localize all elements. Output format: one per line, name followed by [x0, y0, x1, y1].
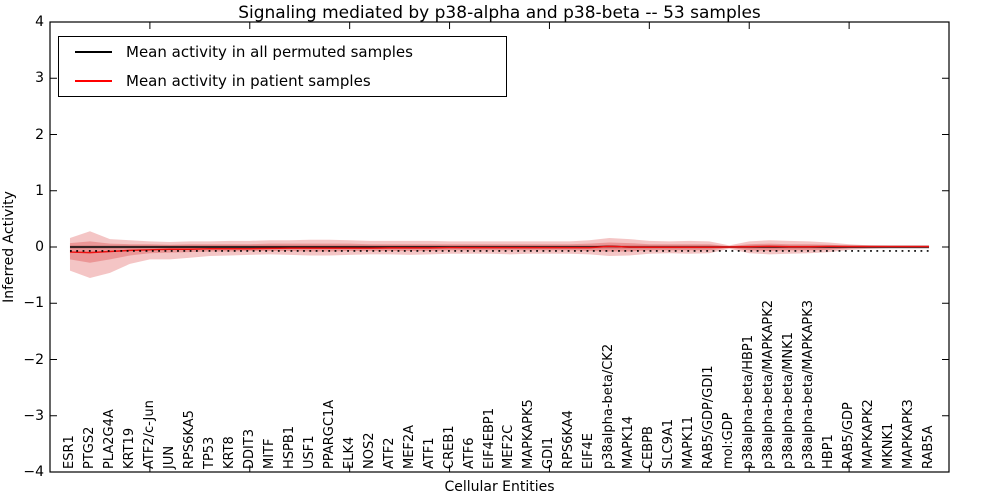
x-category-label: MAPKAPK3	[901, 399, 917, 469]
x-category-label: MITF	[261, 438, 277, 469]
x-category-label: MAPK14	[621, 415, 637, 469]
patient-outer-band	[69, 231, 930, 278]
x-category-label: JUN	[161, 445, 177, 469]
y-tick-label: 1	[35, 182, 44, 199]
legend-box: Mean activity in all permuted samples Me…	[58, 36, 507, 97]
x-category-label: p38alpha-beta/CK2	[601, 343, 617, 469]
legend-entry-permuted: Mean activity in all permuted samples	[59, 39, 506, 65]
y-tick-label: −2	[23, 351, 44, 368]
x-category-label: SLC9A1	[661, 418, 677, 469]
y-tick-label: −3	[23, 407, 44, 424]
x-category-label: GDI1	[541, 436, 557, 469]
legend-line-sample-red	[75, 79, 112, 82]
legend-line-sample-black	[75, 51, 112, 54]
y-tick-label: 3	[35, 70, 44, 87]
x-category-label: MEF2A	[401, 424, 417, 469]
x-category-label: MAPK11	[681, 415, 697, 469]
x-category-label: PTGS2	[81, 426, 97, 469]
y-tick-label: 4	[35, 14, 44, 30]
x-category-label: MKNK1	[881, 422, 897, 469]
x-category-label: RPS6KA4	[561, 410, 577, 469]
x-category-label: ATF1	[421, 437, 437, 469]
x-category-label: p38alpha-beta/MNK1	[781, 332, 797, 469]
x-category-label: ATF2	[381, 437, 397, 469]
x-category-label: RAB5/GDP/GDI1	[701, 365, 717, 469]
x-category-label: RAB5/GDP	[841, 402, 857, 469]
x-category-label: KRT8	[221, 436, 237, 469]
x-category-label: ATF6	[461, 437, 477, 469]
x-category-label: ELK4	[341, 436, 357, 469]
x-category-label: HSPB1	[281, 425, 297, 469]
x-category-label: TP53	[201, 436, 217, 469]
x-category-label: CREB1	[441, 425, 457, 469]
x-category-label: ATF2/c-Jun	[141, 400, 157, 469]
chart-title: Signaling mediated by p38-alpha and p38-…	[238, 3, 761, 23]
x-category-label: NOS2	[361, 432, 377, 469]
y-tick-label: −1	[23, 295, 44, 312]
x-category-label: mol:GDP	[721, 412, 737, 469]
x-category-label: MAPKAPK5	[521, 399, 537, 469]
x-category-label: PLA2G4A	[101, 409, 117, 469]
x-category-label: RPS6KA5	[181, 410, 197, 469]
x-category-label: DDIT3	[241, 428, 257, 469]
y-tick-label: −4	[23, 464, 44, 480]
legend-label: Mean activity in patient samples	[126, 71, 371, 90]
y-tick-label: 2	[35, 126, 44, 143]
x-category-label: EIF4EBP1	[481, 407, 497, 469]
x-category-label: p38alpha-beta/MAPKAPK3	[801, 300, 817, 469]
x-category-label: USF1	[301, 435, 317, 469]
x-category-label: KRT19	[121, 427, 137, 469]
x-category-label: MEF2C	[501, 424, 517, 469]
x-category-label: p38alpha-beta/MAPKAPK2	[761, 300, 777, 469]
y-tick-label: 0	[35, 239, 44, 255]
x-category-label: PPARGC1A	[321, 399, 337, 469]
legend-entry-patient: Mean activity in patient samples	[59, 68, 506, 94]
x-category-label: HBP1	[821, 434, 837, 469]
x-category-label: p38alpha-beta/HBP1	[741, 334, 757, 469]
legend-label: Mean activity in all permuted samples	[126, 43, 413, 62]
series-line-solid	[69, 245, 930, 254]
x-axis-label: Cellular Entities	[444, 479, 555, 495]
x-category-label: MAPKAPK2	[861, 399, 877, 469]
x-category-label: EIF4E	[581, 432, 597, 469]
x-category-label: RAB5A	[921, 425, 937, 469]
x-category-label: ESR1	[61, 435, 77, 469]
x-category-label: CEBPB	[641, 426, 657, 469]
